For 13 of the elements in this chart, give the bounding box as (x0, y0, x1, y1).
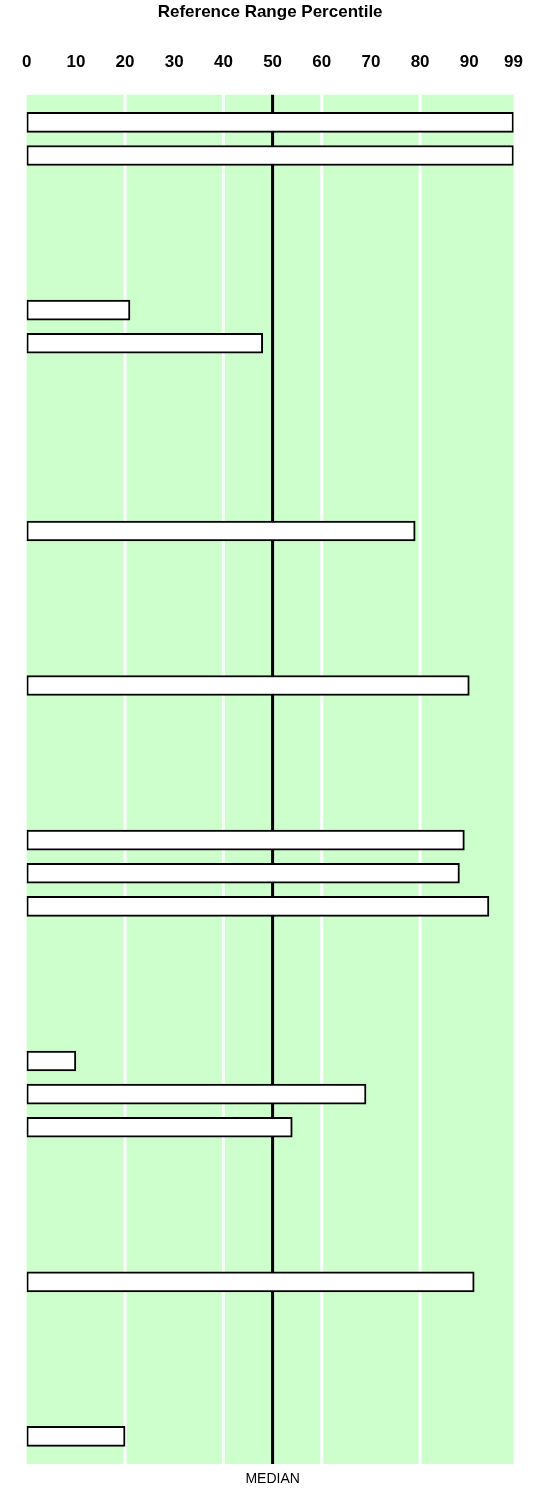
x-tick-label: 30 (164, 52, 184, 72)
x-tick-label: 70 (361, 52, 381, 72)
x-tick-label: 10 (66, 52, 86, 72)
x-tick-label: 60 (312, 52, 332, 72)
x-tick-label: 99 (504, 52, 524, 72)
x-tick-label: 0 (21, 52, 32, 72)
x-tick-label: 20 (115, 52, 135, 72)
x-tick-label: 50 (263, 52, 283, 72)
ref-line-label: MEDIAN (245, 1469, 300, 1486)
x-axis-title: Reference Range Percentile (157, 1, 383, 21)
x-tick-label: 90 (459, 52, 479, 72)
x-tick-label: 40 (213, 52, 233, 72)
x-tick-label: 80 (410, 52, 430, 72)
